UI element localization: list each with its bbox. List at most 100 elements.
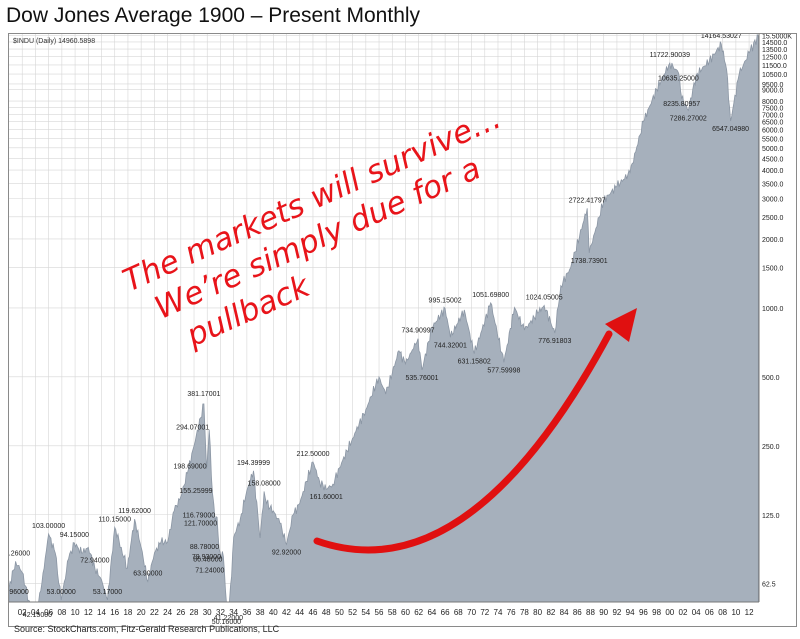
x-tick-label: 16 [110, 608, 119, 617]
y-tick-label: 6000.0 [762, 128, 784, 135]
x-tick-label: 08 [57, 608, 66, 617]
axis-layer: 02 04 06 08 10 12 14 16 18 20 22 24 26 28 30 32 34 36 38 40… [9, 34, 792, 617]
x-tick-label: 66 [441, 608, 450, 617]
arrow-head [605, 308, 637, 342]
y-tick-label: 2000.0 [762, 237, 784, 244]
data-label: 381.17001 [187, 391, 220, 398]
x-tick-label: 94 [626, 608, 635, 617]
label-layer: 381.17001 294.07001 198.69000 155.25999 116.… [9, 34, 749, 626]
x-tick-label: 02 [18, 608, 27, 617]
x-tick-label: 36 [242, 608, 251, 617]
data-label: 78.26000 [9, 550, 30, 557]
data-label: 776.91803 [538, 338, 571, 345]
data-label: 155.25999 [179, 488, 212, 495]
x-tick-label: 34 [229, 608, 238, 617]
data-label: 1024.05005 [526, 295, 563, 302]
y-tick-label: 4000.0 [762, 168, 784, 175]
y-tick-label: 10500.0 [762, 72, 787, 79]
x-tick-label: 18 [123, 608, 132, 617]
x-tick-label: 32 [216, 608, 225, 617]
data-label: 72.94000 [80, 557, 109, 564]
data-label: 41.22000 [214, 615, 243, 622]
x-tick-label: 10 [71, 608, 80, 617]
chart-header-label: $INDU (Daily) 14960.5898 [13, 38, 95, 45]
y-tick-label: 7000.0 [762, 112, 784, 119]
x-tick-label: 96 [639, 608, 648, 617]
data-label: 535.76001 [405, 375, 438, 382]
x-tick-label: 68 [454, 608, 463, 617]
x-tick-label: 86 [573, 608, 582, 617]
x-tick-label: 78 [520, 608, 529, 617]
data-label: 79.93000 [192, 554, 221, 561]
data-label: 734.90997 [401, 328, 434, 335]
data-label: 71.24000 [195, 568, 224, 575]
x-tick-label: 76 [507, 608, 516, 617]
data-label: 50.16000 [212, 619, 241, 626]
y-tick-label: 4500.0 [762, 156, 784, 163]
data-label: 744.32001 [434, 342, 467, 349]
x-tick-label: 42 [282, 608, 291, 617]
x-tick-label: 08 [718, 608, 727, 617]
x-tick-label: 98 [652, 608, 661, 617]
x-tick-label: 22 [150, 608, 159, 617]
y-tick-label: 9500.0 [762, 82, 784, 89]
x-tick-label: 72 [480, 608, 489, 617]
area-layer [9, 34, 759, 602]
x-tick-label: 12 [84, 608, 93, 617]
x-tick-label: 46 [309, 608, 318, 617]
x-tick-label: 90 [599, 608, 608, 617]
x-tick-label: 14 [97, 608, 106, 617]
x-tick-label: 24 [163, 608, 172, 617]
x-tick-label: 30 [203, 608, 212, 617]
source-credit: Source: StockCharts.com, Fitz-Gerald Res… [14, 624, 280, 634]
x-tick-label: 64 [427, 608, 436, 617]
x-tick-label: 56 [375, 608, 384, 617]
data-label: 194.39999 [237, 460, 270, 467]
y-tick-label: 500.0 [762, 375, 780, 382]
x-tick-label: 12 [745, 608, 754, 617]
y-tick-label: 15.5000K [762, 34, 792, 40]
y-tick-label: 11500.0 [762, 63, 787, 70]
arrow-shaft [313, 330, 613, 554]
data-label: 53.17000 [93, 589, 122, 596]
data-label: 110.15000 [98, 516, 131, 523]
data-label: 11722.90039 [650, 52, 690, 59]
dow-jones-chart: 381.17001 294.07001 198.69000 155.25999 116.… [9, 34, 792, 626]
data-label: 53.00000 [47, 589, 76, 596]
data-label: 88.78000 [190, 544, 219, 551]
x-tick-label: 10 [731, 608, 740, 617]
y-tick-label: 12500.0 [762, 55, 787, 62]
y-tick-label: 13500.0 [762, 47, 787, 54]
data-label: 52.96000 [9, 589, 29, 596]
y-tick-label: 5000.0 [762, 146, 784, 153]
x-tick-label: 06 [44, 608, 53, 617]
y-tick-label: 1500.0 [762, 266, 784, 273]
x-tick-label: 40 [269, 608, 278, 617]
data-label: 42.15000 [23, 612, 52, 619]
data-label: 161.60001 [310, 494, 343, 501]
x-tick-label: 62 [414, 608, 423, 617]
data-label: 158.08000 [248, 480, 281, 487]
y-tick-label: 9000.0 [762, 87, 784, 94]
x-tick-label: 20 [137, 608, 146, 617]
x-tick-label: 80 [533, 608, 542, 617]
data-label: 116.79000 [183, 513, 216, 520]
x-tick-label: 48 [322, 608, 331, 617]
data-label: 7286.27002 [670, 115, 707, 122]
x-tick-label: 06 [705, 608, 714, 617]
data-label: 995.15002 [429, 297, 462, 304]
x-tick-label: 28 [190, 608, 199, 617]
y-tick-label: 3500.0 [762, 181, 784, 188]
data-label: 92.92000 [272, 549, 301, 556]
data-label: 1051.69800 [472, 292, 509, 299]
rise-arrow [313, 308, 637, 554]
x-tick-label: 60 [401, 608, 410, 617]
x-tick-label: 54 [361, 608, 370, 617]
x-tick-label: 84 [560, 608, 569, 617]
data-label: 63.90000 [133, 571, 162, 578]
data-label: 10635.25000 [658, 76, 699, 83]
x-tick-label: 44 [295, 608, 304, 617]
data-label: 8235.80957 [663, 101, 700, 108]
x-tick-label: 50 [335, 608, 344, 617]
x-tick-label: 52 [348, 608, 357, 617]
